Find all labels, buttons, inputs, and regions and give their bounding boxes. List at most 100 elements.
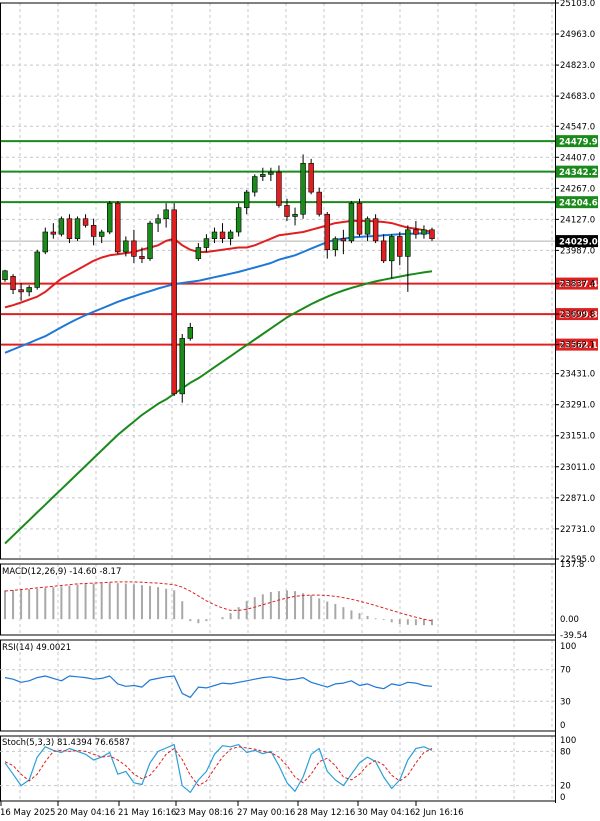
candle-body	[34, 251, 40, 288]
candle-body	[58, 218, 65, 235]
stoch-tick-label: 80	[560, 747, 571, 757]
candle-body	[187, 327, 194, 339]
rsi-tick-label: 100	[560, 642, 576, 652]
level-label: 24479.9	[559, 138, 598, 148]
main-frame	[0, 2, 556, 560]
time-tick-label: 27 May 00:16	[237, 808, 295, 818]
candle-body	[211, 231, 218, 239]
time-tick-label: 21 May 16:16	[118, 808, 176, 818]
candle-body	[50, 231, 57, 235]
time-tick-label: 23 May 08:16	[175, 808, 233, 818]
candle-body	[356, 202, 363, 235]
candle-body	[123, 240, 129, 253]
candle-body	[405, 229, 411, 257]
rsi-tick-label: 30	[560, 697, 571, 707]
level-label: 23562.1	[559, 341, 598, 351]
price-axis: 25103.0 24963.0 24823.0 24683.0 24547.0 24407…	[555, 0, 595, 803]
price-tick-label: 23151.0	[560, 432, 595, 442]
macd-title: MACD(12,26,9) -14.60 -8.17	[2, 567, 121, 577]
price-tick-label: 22731.0	[560, 525, 595, 535]
price-tick-label: 23562.1	[560, 341, 595, 351]
candle-body	[195, 247, 202, 259]
candle-body	[2, 270, 8, 280]
price-levels: 24479.9 24342.2 24204.6 23837.4 23699.8 23562…	[0, 135, 598, 351]
time-tick-label: 28 May 12:16	[297, 808, 355, 818]
price-tick-label: 22871.0	[560, 494, 595, 504]
level-label: 23699.8	[559, 311, 598, 321]
price-tick-label: 25103.0	[560, 0, 595, 9]
candle-body	[82, 218, 89, 226]
macd-signal-line	[4, 581, 433, 622]
level-label: 23837.4	[559, 280, 598, 290]
stoch-tick-label: 20	[560, 782, 571, 792]
price-tick-label: 24267.0	[560, 184, 595, 194]
candle-body	[276, 171, 282, 206]
rsi-panel: RSI(14) 49.0021	[0, 643, 555, 702]
macd-tick-label: -39.54	[560, 631, 587, 641]
price-tick-label: 23291.0	[560, 401, 595, 411]
candle-body	[219, 231, 226, 239]
candle-body	[155, 218, 161, 224]
ma-green-line	[4, 270, 433, 545]
time-tick-label: 2 Jun 16:16	[415, 808, 464, 818]
candle-body	[300, 162, 306, 215]
stoch-tick-label: 100	[560, 736, 576, 746]
price-tick-label: 23431.0	[560, 370, 595, 380]
candle-body	[203, 238, 210, 248]
candle-body	[316, 191, 322, 215]
level-label: 24204.6	[559, 199, 598, 209]
candle-body	[268, 171, 274, 175]
rsi-tick-label: 0	[560, 721, 565, 731]
grid	[0, 2, 555, 801]
rsi-line	[4, 675, 433, 699]
level-label: 24342.2	[559, 168, 598, 178]
rsi-title: RSI(14) 49.0021	[2, 643, 71, 653]
price-tick-label: 22595.0	[560, 555, 595, 565]
time-tick-label: 20 May 04:16	[57, 808, 115, 818]
candle-body	[98, 231, 105, 237]
rsi-frame	[0, 639, 556, 732]
price-tick-label: 23987.0	[560, 246, 595, 256]
candle-body	[308, 162, 314, 193]
price-tick-label: 24407.0	[560, 153, 595, 163]
candle-body	[324, 213, 330, 251]
candle-body	[147, 222, 153, 259]
candle-body	[26, 287, 32, 293]
candle-body	[66, 218, 73, 239]
candle-body	[348, 202, 355, 242]
ma-blue-line	[4, 232, 433, 354]
candle-body	[171, 209, 177, 395]
price-tick-label: 24963.0	[560, 30, 595, 40]
stoch-title: Stoch(5,3,3) 81.4394 76.6587	[2, 738, 130, 748]
price-tick-label: 24547.0	[560, 122, 595, 132]
candle-body	[284, 205, 290, 217]
candle-body	[429, 229, 435, 239]
candle-body	[115, 202, 121, 253]
candle-body	[260, 174, 266, 177]
candle-body	[227, 231, 234, 239]
candle-body	[179, 338, 185, 395]
candle-body	[90, 225, 97, 237]
candles	[2, 154, 435, 403]
macd-tick-label: 137.8	[560, 560, 584, 570]
macd-panel: MACD(12,26,9) -14.60 -8.17	[2, 567, 433, 626]
candle-body	[74, 218, 81, 239]
candle-body	[131, 240, 137, 257]
level-label-box	[556, 165, 598, 178]
candle-body	[139, 256, 145, 259]
level-label-box	[556, 135, 598, 148]
current-price-box	[556, 235, 598, 248]
level-label-box	[556, 196, 598, 209]
panel-frames	[0, 0, 556, 803]
candle-body	[332, 238, 339, 251]
candle-body	[421, 229, 427, 235]
rsi-tick-label: 70	[560, 666, 571, 676]
candle-body	[292, 213, 298, 217]
stoch-panel: Stoch(5,3,3) 81.4394 76.6587	[0, 738, 555, 794]
candle-body	[397, 236, 403, 257]
candle-body	[388, 236, 395, 262]
macd-tick-label: 0.00	[560, 615, 579, 625]
price-tick-label: 23011.0	[560, 463, 595, 473]
